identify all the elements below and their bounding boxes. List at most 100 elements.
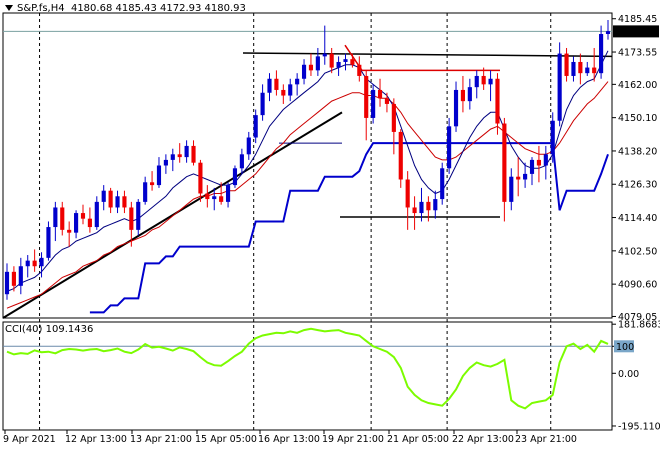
candle-body xyxy=(4,271,10,295)
slow-ma-line xyxy=(6,81,609,309)
cci-panel-frame xyxy=(2,321,613,431)
candle-body xyxy=(101,190,106,202)
candle-body xyxy=(467,87,472,102)
candle-body xyxy=(246,137,251,155)
candle-body xyxy=(481,75,486,85)
cci-tick-label: -195.1105 xyxy=(618,421,660,432)
candle-body xyxy=(260,92,265,116)
candle-body xyxy=(149,182,155,186)
candle-body xyxy=(371,89,376,118)
candle-body xyxy=(87,218,92,228)
candle-body xyxy=(412,207,417,214)
candle-body xyxy=(509,176,514,202)
candle-body xyxy=(198,162,203,194)
candle-body xyxy=(447,126,452,169)
candle-body xyxy=(308,64,314,71)
candle-body xyxy=(529,159,535,174)
chart-header: S&P.fs,H4 4180.68 4185.43 4172.93 4180.9… xyxy=(5,3,246,14)
candle-body xyxy=(557,53,562,121)
candle-body xyxy=(433,199,438,211)
candle-body xyxy=(39,257,44,267)
candle-body xyxy=(53,207,58,228)
red-level-line xyxy=(344,44,500,72)
price-tick-label: 4162.00 xyxy=(618,80,657,91)
time-tick-label: 21 Apr 05:00 xyxy=(387,434,449,445)
collapse-triangle-icon[interactable] xyxy=(5,5,13,11)
cci-header: CCI(40) 109.1436 xyxy=(5,324,93,335)
candle-body xyxy=(11,271,16,286)
time-tick-label: 16 Apr 13:00 xyxy=(258,434,320,445)
price-tick-label: 4126.30 xyxy=(618,180,657,191)
candle-body xyxy=(585,67,590,74)
candle-body xyxy=(32,260,37,267)
candle-body xyxy=(205,193,210,200)
time-tick-label: 12 Apr 13:00 xyxy=(65,434,127,445)
candle-body xyxy=(357,64,362,76)
candle-body xyxy=(536,159,541,166)
cci-level-label: 100 xyxy=(616,342,634,353)
candle-body xyxy=(571,61,576,76)
candle-body xyxy=(384,98,390,104)
time-tick-label: 23 Apr 21:00 xyxy=(515,434,577,445)
price-tick-label: 4114.40 xyxy=(618,213,657,224)
candle-body xyxy=(253,115,258,138)
current-price-badge xyxy=(613,25,659,38)
candle-body xyxy=(136,201,141,230)
candle-body xyxy=(25,260,30,267)
candle-body xyxy=(108,190,113,208)
candle-body xyxy=(60,207,65,230)
current-price-label: 4180.93 xyxy=(615,27,654,38)
candle-body xyxy=(239,154,244,169)
cci-level-badge xyxy=(614,340,634,353)
candle-body xyxy=(453,89,459,127)
fast-ma-line xyxy=(6,50,609,292)
candle-body xyxy=(184,145,189,158)
candle-body xyxy=(502,123,507,202)
candle-body xyxy=(267,78,272,93)
candle-body xyxy=(550,120,555,155)
time-tick-label: 15 Apr 05:00 xyxy=(195,434,257,445)
candle-body xyxy=(212,196,217,200)
candle-body xyxy=(592,67,597,74)
candle-body xyxy=(122,196,127,208)
candle-body xyxy=(281,89,286,96)
candle-body xyxy=(46,227,51,258)
candle-body xyxy=(170,154,175,160)
envelope-line xyxy=(89,142,609,314)
price-tick-label: 4102.50 xyxy=(618,246,657,257)
price-tick-label: 4185.45 xyxy=(618,14,657,25)
candle-body xyxy=(301,64,307,79)
candle-body xyxy=(419,201,424,214)
candle-body xyxy=(274,78,279,90)
candle-body xyxy=(219,196,224,202)
candle-body xyxy=(322,53,327,57)
candle-body xyxy=(564,53,569,76)
price-tick-label: 4150.10 xyxy=(618,113,657,124)
candle-body xyxy=(460,89,466,102)
candle-body xyxy=(599,33,604,74)
candle-body xyxy=(288,84,293,96)
candle-body xyxy=(605,31,611,34)
candle-body xyxy=(336,61,341,68)
candle-body xyxy=(474,75,479,88)
candle-body xyxy=(191,145,196,163)
candle-body xyxy=(516,176,521,180)
candle-body xyxy=(295,78,300,85)
candle-body xyxy=(488,78,493,85)
price-tick-label: 4138.20 xyxy=(618,146,657,157)
time-tick-label: 9 Apr 2021 xyxy=(3,434,56,445)
time-tick-label: 22 Apr 13:00 xyxy=(452,434,514,445)
price-panel-frame xyxy=(2,12,613,319)
candle-body xyxy=(364,75,369,118)
candle-body xyxy=(74,213,79,233)
candle-body xyxy=(543,154,548,166)
candle-body xyxy=(405,179,410,208)
candle-body xyxy=(315,56,320,71)
symbol-label: S&P.fs,H4 xyxy=(17,3,65,14)
candle-body xyxy=(377,89,383,99)
price-tick-label: 4173.55 xyxy=(618,48,657,59)
candle-body xyxy=(350,59,355,65)
ohlc-readout: 4180.68 4185.43 4172.93 4180.93 xyxy=(70,3,246,14)
